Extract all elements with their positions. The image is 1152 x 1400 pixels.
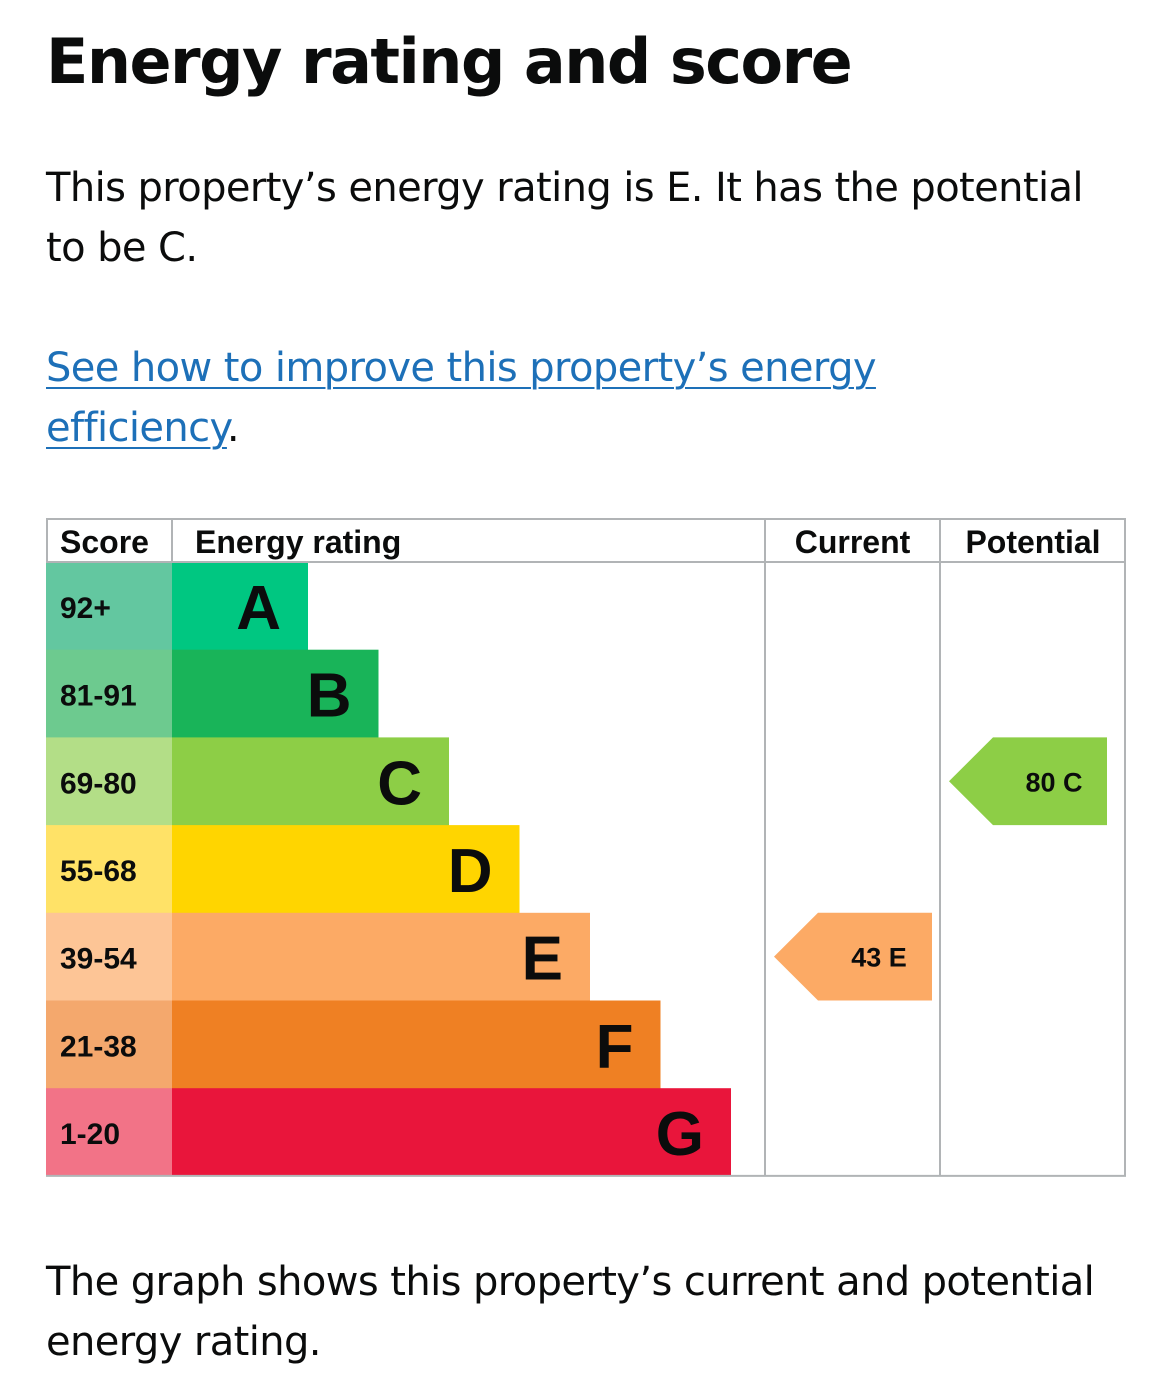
- score-cell-d: [46, 825, 172, 914]
- improve-efficiency-link[interactable]: See how to improve this property’s energ…: [46, 345, 877, 451]
- energy-rating-chart: Score Energy rating Current Potential 92+ A 81…: [46, 518, 1126, 1177]
- score-cell-f: [46, 1000, 172, 1089]
- rating-letter-f: F: [596, 1012, 634, 1081]
- current-rating-label: 43 E: [851, 943, 907, 973]
- rating-letter-g: G: [656, 1100, 704, 1169]
- header-potential: Potential: [965, 524, 1100, 560]
- rating-bar-a: [172, 562, 308, 651]
- rating-bar-f: [172, 1000, 661, 1089]
- score-label-d: 55-68: [60, 855, 137, 888]
- header-score: Score: [60, 524, 149, 560]
- score-cell-b: [46, 649, 172, 738]
- improve-paragraph: See how to improve this property’s energ…: [46, 338, 926, 458]
- rating-bar-e: [172, 912, 590, 1001]
- rating-letter-a: A: [236, 574, 281, 643]
- header-energy-rating: Energy rating: [195, 524, 401, 560]
- score-cell-e: [46, 912, 172, 1001]
- score-label-a: 92+: [60, 592, 111, 625]
- score-cell-a: [46, 562, 172, 651]
- rating-letter-e: E: [522, 925, 563, 994]
- page-title: Energy rating and score: [46, 25, 853, 98]
- header-current: Current: [795, 524, 911, 560]
- rating-letter-b: B: [307, 662, 352, 731]
- rating-bar-c: [172, 737, 449, 826]
- rating-bar-d: [172, 825, 520, 914]
- current-rating-arrow: [774, 912, 932, 1001]
- rating-bar-b: [172, 649, 379, 738]
- graph-caption: The graph shows this property’s current …: [46, 1259, 1095, 1365]
- score-label-f: 21-38: [60, 1030, 137, 1063]
- rating-summary: This property’s energy rating is E. It h…: [46, 165, 1084, 271]
- score-cell-c: [46, 737, 172, 826]
- rating-letter-d: D: [448, 837, 493, 906]
- score-label-b: 81-91: [60, 680, 137, 713]
- score-cell-g: [46, 1088, 172, 1177]
- rating-letter-c: C: [377, 749, 422, 818]
- potential-rating-label: 80 C: [1025, 767, 1082, 797]
- rating-bar-g: [172, 1088, 731, 1177]
- score-label-g: 1-20: [60, 1118, 120, 1151]
- score-label-e: 39-54: [60, 943, 137, 976]
- score-label-c: 69-80: [60, 767, 137, 800]
- potential-rating-arrow: [949, 737, 1107, 826]
- link-suffix: .: [226, 405, 240, 451]
